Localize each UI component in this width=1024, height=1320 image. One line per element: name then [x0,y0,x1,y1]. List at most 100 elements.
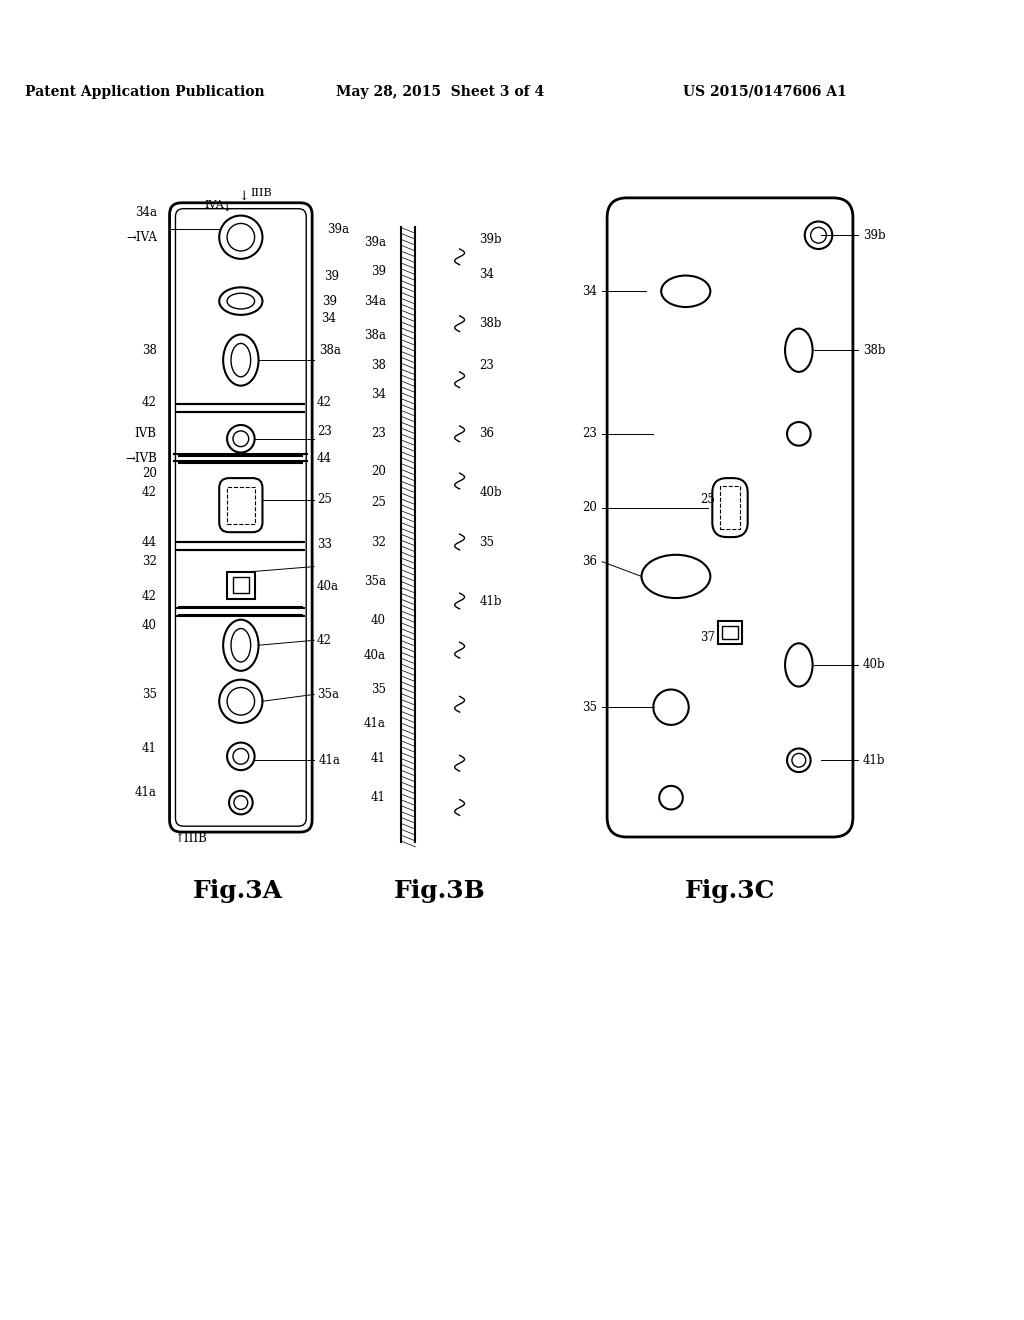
Text: 39: 39 [324,271,339,282]
Text: 42: 42 [142,396,157,409]
Text: 23: 23 [583,428,597,441]
Circle shape [233,796,248,809]
Text: 42: 42 [142,486,157,499]
Circle shape [227,688,255,715]
Text: 39a: 39a [327,223,349,236]
Text: IVB: IVB [135,428,157,441]
Text: 38: 38 [371,359,386,371]
Text: 25: 25 [371,496,386,510]
Circle shape [227,223,255,251]
Text: 44: 44 [317,451,332,465]
Text: 38: 38 [142,343,157,356]
Text: 34: 34 [583,285,597,298]
Circle shape [787,422,811,446]
Text: 38a: 38a [364,329,386,342]
Text: 20: 20 [142,467,157,479]
Bar [227,572,255,599]
Text: 34: 34 [321,313,336,325]
Circle shape [219,680,262,723]
Text: 41a: 41a [364,717,386,730]
Circle shape [233,748,249,764]
Text: 23: 23 [317,425,332,438]
Text: 40a: 40a [364,648,386,661]
Text: 39: 39 [371,265,386,279]
Text: 32: 32 [371,536,386,549]
Ellipse shape [223,619,258,671]
Text: 35: 35 [141,688,157,701]
Text: ↑IIIB: ↑IIIB [174,833,207,845]
Bar [227,487,255,524]
Circle shape [659,785,683,809]
Circle shape [805,222,833,249]
Circle shape [653,689,689,725]
Circle shape [227,743,255,770]
FancyBboxPatch shape [607,198,853,837]
FancyBboxPatch shape [175,209,306,826]
Circle shape [227,425,255,453]
Text: 34a: 34a [135,206,157,219]
Ellipse shape [231,343,251,376]
Text: IIIB: IIIB [250,187,271,198]
FancyBboxPatch shape [170,203,312,832]
Ellipse shape [785,329,813,372]
Text: 34: 34 [371,388,386,401]
Text: 36: 36 [479,428,495,441]
Text: 38b: 38b [479,317,502,330]
Text: 42: 42 [142,590,157,603]
Ellipse shape [662,276,711,308]
Text: 34: 34 [479,268,495,281]
Text: 20: 20 [583,502,597,513]
Circle shape [233,430,249,446]
Text: IVA: IVA [204,199,223,210]
Text: 35a: 35a [317,688,339,701]
Bar [722,626,738,639]
Text: 37: 37 [700,631,715,644]
Circle shape [792,754,806,767]
Text: 25: 25 [317,494,332,507]
Text: Fig.3B: Fig.3B [394,879,485,903]
Text: 44: 44 [141,536,157,549]
Ellipse shape [219,288,262,315]
Text: 40b: 40b [863,659,886,672]
FancyBboxPatch shape [219,478,262,532]
Text: ↓: ↓ [238,189,249,202]
Text: 41: 41 [371,791,386,804]
Text: 40: 40 [371,614,386,627]
Text: 39b: 39b [479,232,502,246]
Text: 42: 42 [317,396,332,409]
Circle shape [229,791,253,814]
Text: 40b: 40b [479,486,502,499]
Ellipse shape [227,293,255,309]
Ellipse shape [223,334,258,385]
Text: 41: 41 [142,742,157,755]
Text: →IVA: →IVA [126,231,157,244]
Text: 35: 35 [479,536,495,549]
Text: 33: 33 [317,539,332,552]
Bar [718,620,741,644]
Text: US 2015/0147606 A1: US 2015/0147606 A1 [683,84,846,99]
Text: 20: 20 [371,465,386,478]
Circle shape [811,227,826,243]
Text: 35a: 35a [364,574,386,587]
Text: 36: 36 [583,556,597,568]
Text: 41a: 41a [319,754,341,767]
Text: 38b: 38b [863,343,885,356]
Text: 40: 40 [141,619,157,632]
Text: 39a: 39a [364,235,386,248]
Text: 40a: 40a [317,579,339,593]
Text: 41b: 41b [479,594,502,607]
Text: Fig.3A: Fig.3A [194,879,284,903]
Text: 32: 32 [142,556,157,568]
Circle shape [219,215,262,259]
Text: Fig.3C: Fig.3C [685,879,775,903]
Text: 41: 41 [371,752,386,764]
Text: 25: 25 [700,494,715,507]
Circle shape [787,748,811,772]
Text: 41b: 41b [863,754,885,767]
Ellipse shape [785,643,813,686]
Text: 23: 23 [371,428,386,441]
Text: Patent Application Publication: Patent Application Publication [26,84,265,99]
Bar [233,577,249,593]
Text: May 28, 2015  Sheet 3 of 4: May 28, 2015 Sheet 3 of 4 [336,84,544,99]
Text: →IVB: →IVB [125,451,157,465]
